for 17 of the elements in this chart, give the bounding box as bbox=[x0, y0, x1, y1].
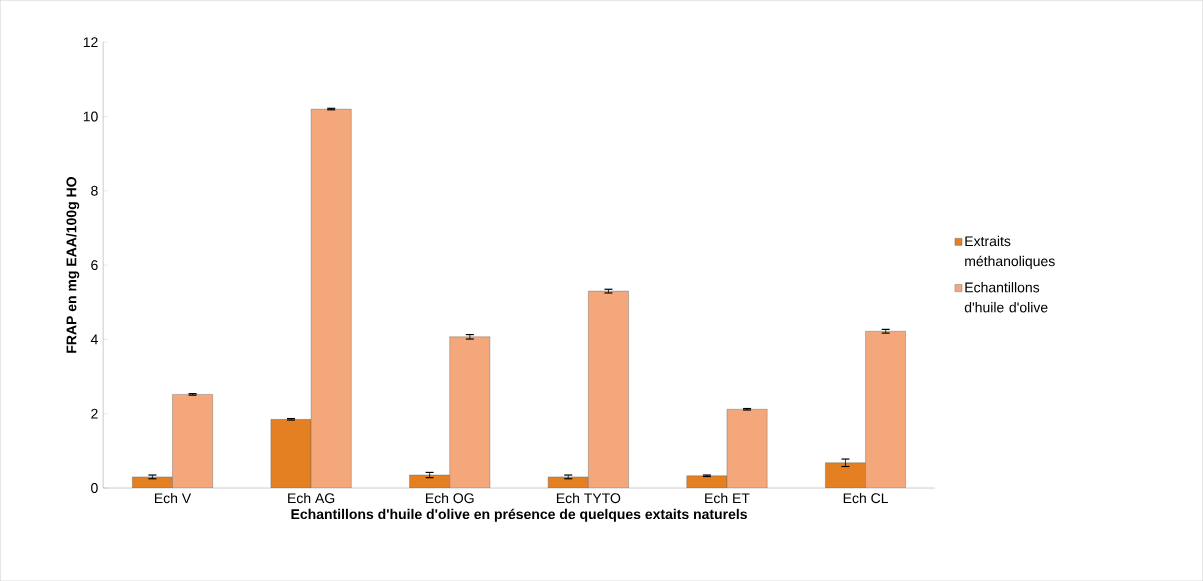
x-tick-label: Ech ET bbox=[705, 492, 750, 504]
y-tick-label: 12 bbox=[83, 37, 98, 47]
y-tick-label: 8 bbox=[91, 185, 98, 196]
y-tick-label: 0 bbox=[91, 482, 98, 493]
y-tick-label: 4 bbox=[90, 334, 98, 345]
y-tick-label: 2 bbox=[91, 408, 98, 419]
legend-label: Echantillons d'huile d'olive bbox=[964, 282, 1048, 313]
x-tick-label: Ech OG bbox=[425, 492, 474, 504]
y-axis-title: FRAP en mg EAA/100g HO bbox=[66, 176, 80, 353]
x-tick-label: Ech TYTO bbox=[556, 492, 621, 504]
y-tick-label: 6 bbox=[91, 260, 98, 270]
x-axis-title: Echantillons d'huile d'olive en présence de quelques extaits naturels bbox=[291, 508, 747, 522]
x-tick-label: Ech CL bbox=[843, 492, 889, 504]
legend-label: Extraits méthanoliques bbox=[965, 235, 1055, 269]
x-tick-label: Ech AG bbox=[288, 492, 335, 504]
y-tick-label: 10 bbox=[83, 111, 98, 122]
x-tick-label: Ech V bbox=[154, 492, 192, 504]
